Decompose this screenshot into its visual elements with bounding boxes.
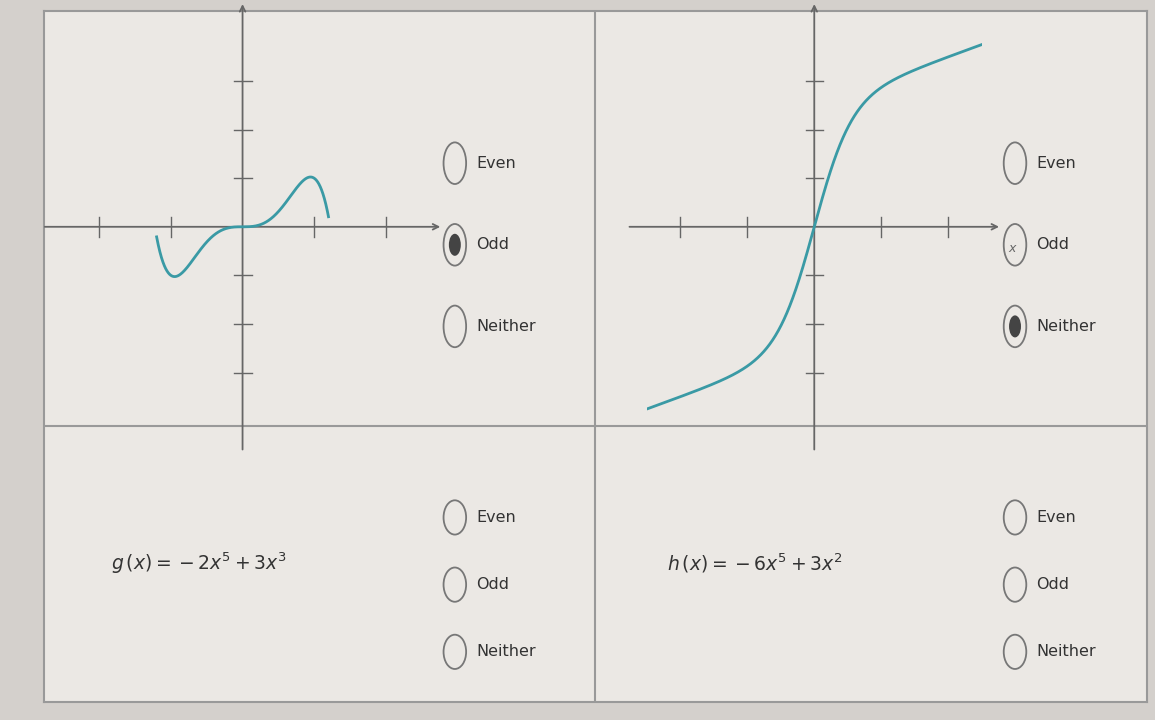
Text: Even: Even xyxy=(476,510,516,525)
Text: Even: Even xyxy=(1036,156,1076,171)
Text: Neither: Neither xyxy=(1036,644,1096,660)
Text: Odd: Odd xyxy=(1036,238,1070,252)
Text: Odd: Odd xyxy=(1036,577,1070,592)
Circle shape xyxy=(1009,315,1021,338)
Text: Even: Even xyxy=(476,156,516,171)
Text: x: x xyxy=(450,243,457,256)
Text: $g\,(x) = -2x^5 + 3x^3$: $g\,(x) = -2x^5 + 3x^3$ xyxy=(111,551,286,576)
Text: x: x xyxy=(1008,243,1016,256)
Text: Odd: Odd xyxy=(476,238,509,252)
Text: Neither: Neither xyxy=(476,319,536,334)
Circle shape xyxy=(449,234,461,256)
Text: Odd: Odd xyxy=(476,577,509,592)
Text: Neither: Neither xyxy=(476,644,536,660)
Text: $h\,(x) = -6x^5 + 3x^2$: $h\,(x) = -6x^5 + 3x^2$ xyxy=(668,552,843,575)
Text: Neither: Neither xyxy=(1036,319,1096,334)
Text: Even: Even xyxy=(1036,510,1076,525)
